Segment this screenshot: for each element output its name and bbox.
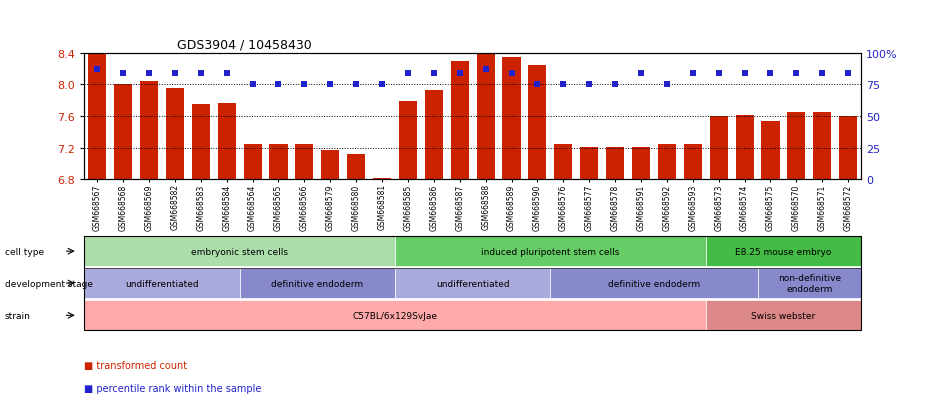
Point xyxy=(841,71,856,77)
Point xyxy=(90,67,105,74)
Bar xyxy=(503,58,520,180)
Text: definitive endoderm: definitive endoderm xyxy=(271,279,363,288)
Point xyxy=(505,71,519,77)
Bar xyxy=(217,104,236,180)
Point xyxy=(607,82,622,88)
Bar xyxy=(139,82,158,180)
Bar xyxy=(683,144,702,180)
Point xyxy=(711,71,726,77)
Bar xyxy=(606,147,624,180)
Point xyxy=(530,82,545,88)
Text: induced pluripotent stem cells: induced pluripotent stem cells xyxy=(481,247,620,256)
Point xyxy=(245,82,260,88)
Bar xyxy=(813,113,831,180)
Text: undifferentiated: undifferentiated xyxy=(125,279,198,288)
Point xyxy=(685,71,700,77)
Point xyxy=(323,82,338,88)
Bar xyxy=(243,144,262,180)
Point xyxy=(763,71,778,77)
Bar xyxy=(450,62,469,180)
Bar xyxy=(554,145,573,180)
Bar xyxy=(399,102,417,180)
Text: cell type: cell type xyxy=(5,247,44,256)
Bar xyxy=(192,105,210,180)
Bar xyxy=(632,147,651,180)
Bar xyxy=(658,144,676,180)
Text: definitive endoderm: definitive endoderm xyxy=(607,279,700,288)
Point xyxy=(634,71,649,77)
Bar xyxy=(787,113,806,180)
Bar xyxy=(347,154,365,180)
Text: ■ transformed count: ■ transformed count xyxy=(84,361,187,370)
Bar xyxy=(321,150,340,180)
Point xyxy=(789,71,804,77)
Text: Swiss webster: Swiss webster xyxy=(752,311,815,320)
Point xyxy=(452,71,467,77)
Bar xyxy=(528,66,547,180)
Point xyxy=(427,71,442,77)
Text: development stage: development stage xyxy=(5,279,93,288)
Point xyxy=(556,82,571,88)
Text: undifferentiated: undifferentiated xyxy=(436,279,509,288)
Bar xyxy=(373,178,391,180)
Bar xyxy=(709,116,728,180)
Bar xyxy=(476,55,495,180)
Point xyxy=(401,71,416,77)
Bar xyxy=(580,147,598,180)
Bar xyxy=(295,144,314,180)
Point xyxy=(194,71,209,77)
Bar xyxy=(88,55,107,180)
Bar xyxy=(166,88,184,180)
Point xyxy=(141,71,156,77)
Point xyxy=(297,82,312,88)
Point xyxy=(271,82,286,88)
Text: GDS3904 / 10458430: GDS3904 / 10458430 xyxy=(178,38,313,51)
Point xyxy=(738,71,753,77)
Bar xyxy=(839,116,857,180)
Text: strain: strain xyxy=(5,311,31,320)
Point xyxy=(582,82,597,88)
Bar xyxy=(114,84,132,180)
Point xyxy=(116,71,131,77)
Point xyxy=(478,67,493,74)
Text: E8.25 mouse embryo: E8.25 mouse embryo xyxy=(736,247,831,256)
Bar xyxy=(761,121,780,180)
Text: ■ percentile rank within the sample: ■ percentile rank within the sample xyxy=(84,383,262,393)
Text: C57BL/6x129SvJae: C57BL/6x129SvJae xyxy=(353,311,437,320)
Point xyxy=(374,82,389,88)
Bar xyxy=(425,91,443,180)
Point xyxy=(659,82,674,88)
Bar xyxy=(736,116,753,180)
Point xyxy=(168,71,183,77)
Point xyxy=(814,71,830,77)
Text: non-definitive
endoderm: non-definitive endoderm xyxy=(778,274,841,293)
Text: embryonic stem cells: embryonic stem cells xyxy=(191,247,288,256)
Point xyxy=(219,71,234,77)
Point xyxy=(349,82,364,88)
Bar xyxy=(270,144,287,180)
